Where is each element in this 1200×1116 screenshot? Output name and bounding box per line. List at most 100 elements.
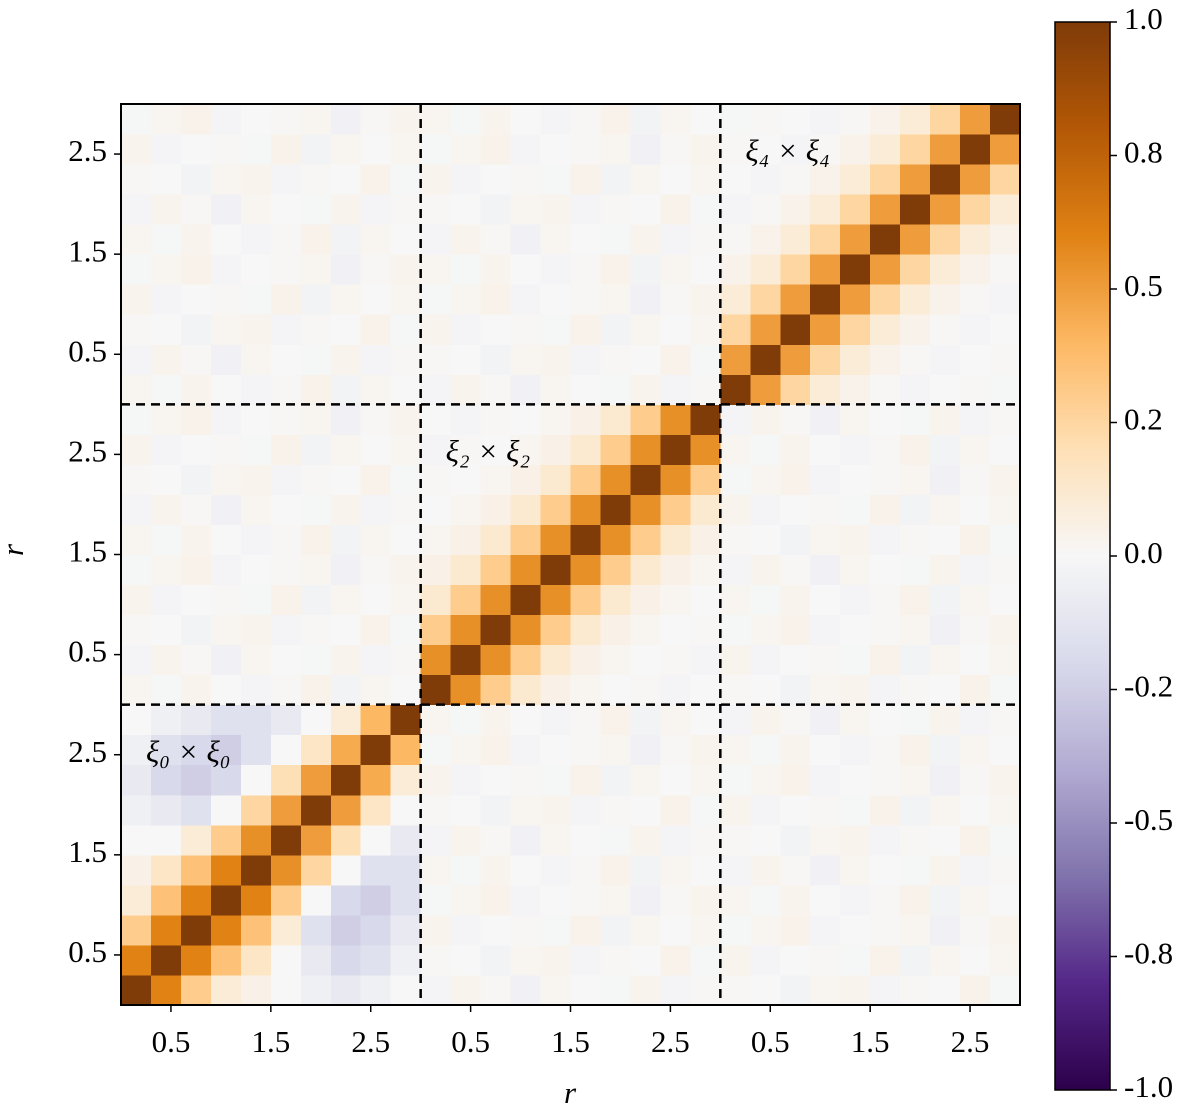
heatmap-cell bbox=[330, 134, 362, 165]
heatmap-cell bbox=[480, 104, 512, 135]
heatmap-cell bbox=[930, 674, 961, 706]
heatmap-cell bbox=[870, 704, 901, 736]
heatmap-cell bbox=[240, 824, 272, 856]
heatmap-cell bbox=[930, 494, 961, 525]
heatmap-cell bbox=[660, 674, 691, 706]
heatmap-cell bbox=[720, 134, 751, 165]
heatmap-cell bbox=[420, 824, 452, 856]
heatmap-cell bbox=[660, 194, 691, 225]
heatmap-cell bbox=[270, 644, 302, 676]
heatmap-cell bbox=[630, 494, 661, 525]
heatmap-cell bbox=[870, 344, 901, 375]
heatmap-cell bbox=[330, 314, 362, 345]
heatmap-cell bbox=[780, 824, 811, 856]
heatmap-cell bbox=[630, 734, 661, 766]
heatmap-cell bbox=[180, 344, 212, 375]
heatmap-cell bbox=[420, 284, 452, 315]
heatmap-cell bbox=[420, 704, 452, 736]
heatmap-cell bbox=[840, 194, 871, 225]
heatmap-cell bbox=[150, 434, 182, 465]
heatmap-cell bbox=[570, 584, 601, 616]
heatmap-cell bbox=[240, 134, 272, 165]
heatmap-cell bbox=[420, 614, 452, 646]
heatmap-cell bbox=[660, 254, 691, 285]
heatmap-cell bbox=[750, 914, 781, 946]
heatmap-cell bbox=[121, 764, 152, 796]
heatmap-cell bbox=[240, 254, 272, 285]
heatmap-cell bbox=[540, 644, 571, 676]
heatmap-cell bbox=[450, 884, 482, 916]
heatmap-cell bbox=[510, 524, 542, 555]
heatmap-cell bbox=[240, 284, 272, 315]
heatmap-cell bbox=[990, 404, 1021, 435]
heatmap-cell bbox=[960, 404, 991, 435]
heatmap-cell bbox=[420, 914, 452, 946]
heatmap-cell bbox=[660, 164, 691, 195]
x-tick-label: 1.5 bbox=[851, 1024, 890, 1059]
heatmap-cell bbox=[300, 464, 332, 495]
heatmap-cell bbox=[900, 764, 931, 796]
heatmap-cell bbox=[840, 734, 871, 766]
heatmap-cell bbox=[960, 944, 991, 976]
heatmap-cell bbox=[480, 524, 512, 555]
heatmap-cell bbox=[420, 644, 452, 676]
heatmap-cell bbox=[540, 734, 571, 766]
heatmap-cell bbox=[600, 404, 631, 435]
heatmap-cell bbox=[900, 134, 931, 165]
heatmap-cell bbox=[570, 314, 601, 345]
y-tick-label: 0.5 bbox=[68, 333, 107, 368]
heatmap-cell bbox=[210, 104, 242, 135]
heatmap-cell bbox=[540, 314, 571, 345]
heatmap-cell bbox=[150, 644, 182, 676]
heatmap-cell bbox=[510, 314, 542, 345]
heatmap-cell bbox=[990, 344, 1021, 375]
heatmap-cell bbox=[540, 614, 571, 646]
heatmap-cell bbox=[720, 524, 751, 555]
heatmap-cell bbox=[510, 344, 542, 375]
heatmap-cell bbox=[360, 104, 392, 135]
heatmap-cell bbox=[570, 914, 601, 946]
heatmap-cell bbox=[330, 974, 362, 1006]
heatmap-cell bbox=[240, 404, 272, 435]
heatmap-cell bbox=[390, 614, 422, 646]
heatmap-cell bbox=[780, 794, 811, 826]
heatmap-cell bbox=[960, 344, 991, 375]
heatmap-cell bbox=[960, 494, 991, 525]
heatmap-cell bbox=[330, 464, 362, 495]
heatmap-cell bbox=[900, 554, 931, 586]
heatmap-cell bbox=[420, 224, 452, 255]
heatmap-cell bbox=[660, 374, 691, 405]
heatmap-cell bbox=[300, 824, 332, 856]
heatmap-cell bbox=[121, 134, 152, 165]
heatmap-cell bbox=[600, 224, 631, 255]
heatmap-cell bbox=[390, 254, 422, 285]
heatmap-cell bbox=[570, 764, 601, 796]
heatmap-cell bbox=[480, 944, 512, 976]
heatmap-cell bbox=[780, 434, 811, 465]
heatmap-cell bbox=[180, 974, 212, 1006]
heatmap-cell bbox=[720, 554, 751, 586]
heatmap-cell bbox=[840, 494, 871, 525]
heatmap-cell bbox=[390, 374, 422, 405]
heatmap-cell bbox=[121, 434, 152, 465]
heatmap-cell bbox=[150, 464, 182, 495]
heatmap-cell bbox=[510, 674, 542, 706]
heatmap-cell bbox=[720, 674, 751, 706]
heatmap-cell bbox=[480, 884, 512, 916]
heatmap-cell bbox=[960, 854, 991, 886]
heatmap-cell bbox=[210, 824, 242, 856]
heatmap-cell bbox=[720, 704, 751, 736]
heatmap-cell bbox=[660, 914, 691, 946]
heatmap-cell bbox=[750, 884, 781, 916]
heatmap-cell bbox=[180, 854, 212, 886]
heatmap-cell bbox=[450, 494, 482, 525]
heatmap-cell bbox=[930, 794, 961, 826]
heatmap-cell bbox=[630, 104, 661, 135]
heatmap-cell bbox=[150, 734, 182, 766]
heatmap-cell bbox=[690, 674, 721, 706]
heatmap-cell bbox=[840, 854, 871, 886]
heatmap-cell bbox=[420, 524, 452, 555]
heatmap-cell bbox=[480, 584, 512, 616]
heatmap-cell bbox=[660, 464, 691, 495]
heatmap-cell bbox=[390, 704, 422, 736]
